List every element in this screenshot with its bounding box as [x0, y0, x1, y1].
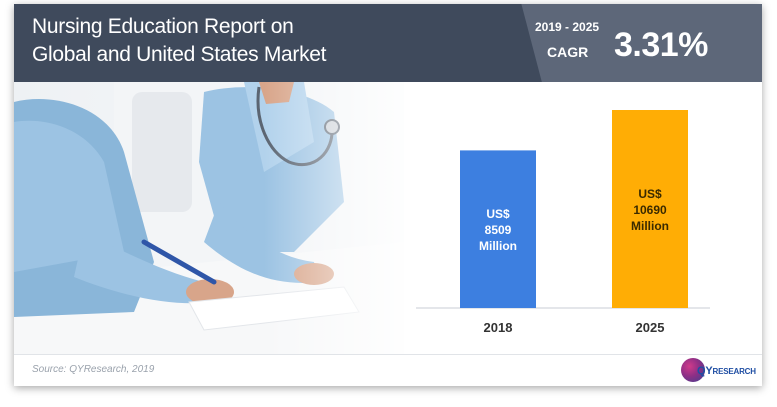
globe-icon	[681, 358, 705, 382]
x-tick-label-2025: 2025	[636, 320, 665, 335]
title-line-1: Nursing Education Report on	[32, 15, 294, 38]
bar-2025	[612, 110, 688, 308]
qyresearch-logo: QYRESEARCH	[681, 356, 757, 384]
bar-value-label-2018-1: 8509	[485, 223, 512, 237]
header-bar: Nursing Education Report on Global and U…	[14, 4, 762, 82]
photo-fade	[264, 82, 424, 354]
cagr-panel	[521, 4, 762, 82]
logo-text: QYRESEARCH	[697, 365, 756, 377]
cagr-period: 2019 - 2025	[535, 20, 600, 34]
market-size-bar-chart: US$ 8509 Million 2018 US$ 10690 Million 2025	[416, 110, 710, 335]
logo-qy: QY	[697, 365, 713, 377]
bar-value-label-2018-2: Million	[479, 239, 517, 253]
footer-divider	[14, 354, 762, 355]
title-line-2: Global and United States Market	[32, 43, 327, 66]
infographic-card: Nursing Education Report on Global and U…	[14, 4, 762, 386]
bar-value-label-2018-0: US$	[486, 207, 510, 221]
page-title: Nursing Education Report on Global and U…	[32, 13, 327, 69]
cagr-value: 3.31%	[614, 26, 708, 64]
bar-value-label-2025-2: Million	[631, 219, 669, 233]
logo-research: RESEARCH	[712, 367, 756, 376]
bar-value-label-2025-1: 10690	[633, 203, 667, 217]
x-tick-label-2018: 2018	[484, 320, 513, 335]
source-note: Source: QYResearch, 2019	[32, 364, 155, 375]
bar-2018	[460, 150, 536, 308]
bar-value-label-2025-0: US$	[638, 187, 662, 201]
cagr-label: CAGR	[547, 44, 589, 60]
